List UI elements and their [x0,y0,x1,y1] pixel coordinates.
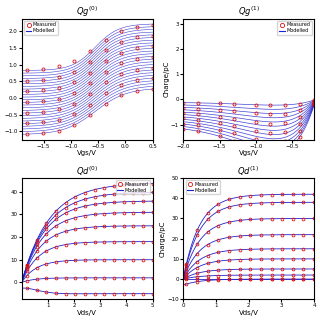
Legend: Measured, Modelled: Measured, Modelled [24,21,58,35]
Legend: Measured, Modelled: Measured, Modelled [116,180,150,194]
X-axis label: Vgs/V: Vgs/V [239,150,259,156]
X-axis label: Vds/V: Vds/V [239,310,259,316]
X-axis label: Vgs/V: Vgs/V [77,150,97,156]
Title: $Qd^{(0)}$: $Qd^{(0)}$ [76,165,98,178]
X-axis label: Vds/V: Vds/V [77,310,97,316]
Y-axis label: Charge/pC: Charge/pC [164,61,170,97]
Legend: Measured, Modelled: Measured, Modelled [186,180,220,194]
Y-axis label: Charge/pC: Charge/pC [160,220,166,257]
Legend: Measured, Modelled: Measured, Modelled [277,21,312,35]
Title: $Qg^{(1)}$: $Qg^{(1)}$ [237,4,260,19]
Title: $Qd^{(1)}$: $Qd^{(1)}$ [237,165,260,178]
Title: $Qg^{(0)}$: $Qg^{(0)}$ [76,4,98,19]
